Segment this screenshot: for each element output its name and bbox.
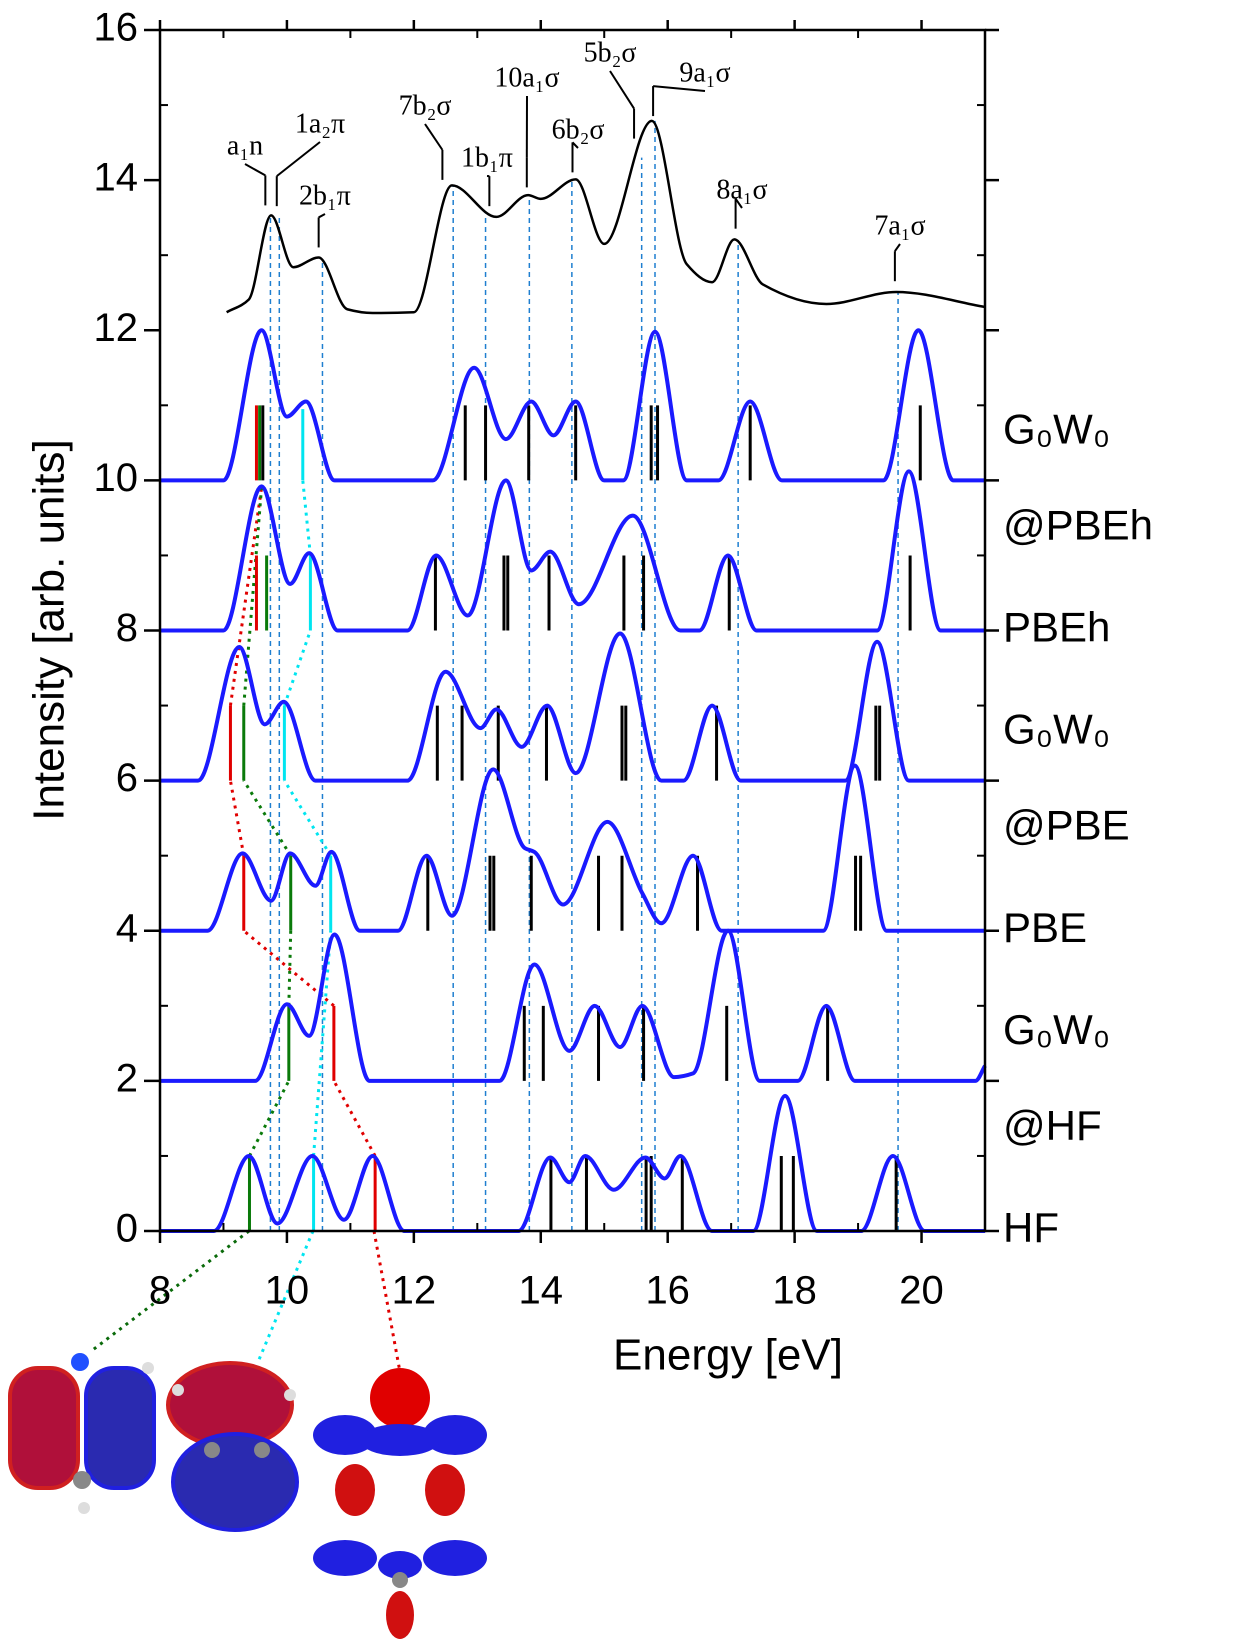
series-label: PBE	[1003, 904, 1087, 951]
series-label: G₀W₀	[1003, 405, 1110, 452]
x-tick-label: 10	[265, 1269, 310, 1313]
series-label: @PBEh	[1003, 501, 1153, 548]
x-tick-label: 14	[519, 1269, 564, 1313]
x-tick-label: 12	[392, 1269, 437, 1313]
annotation-label: 1a₂π	[295, 108, 345, 139]
series-label: G₀W₀	[1003, 706, 1110, 753]
annotation-label: 7b₂σ	[399, 90, 452, 121]
annotation-leader	[276, 141, 321, 177]
y-tick-label: 14	[94, 156, 139, 200]
y-tick-label: 10	[94, 456, 139, 500]
series-label: G₀W₀	[1003, 1006, 1110, 1053]
orbital-image	[166, 1361, 299, 1532]
series-label: @PBE	[1003, 802, 1130, 849]
connector-line	[282, 480, 333, 1157]
series-label: PBEh	[1003, 604, 1110, 651]
orbital-image	[8, 1353, 156, 1514]
x-axis-title: Energy [eV]	[613, 1331, 843, 1380]
annotation-leader	[653, 85, 706, 92]
annotation-leader	[894, 243, 901, 252]
y-tick-label: 2	[116, 1056, 138, 1100]
annotation-leader	[571, 141, 579, 149]
spectrum-line	[159, 763, 985, 933]
series-label: @HF	[1003, 1102, 1102, 1149]
molecule-images	[8, 1229, 487, 1639]
y-axis-title: Intensity [arb. units]	[25, 439, 74, 821]
spectrum-line	[160, 928, 987, 1083]
annotation-label: 1b₁π	[461, 142, 513, 173]
annotation-label: 6b₂σ	[552, 114, 605, 145]
y-tick-label: 16	[94, 6, 139, 50]
experiment-line	[226, 119, 986, 315]
series-label: HF	[1003, 1204, 1059, 1251]
spectrum-line	[160, 328, 985, 483]
annotation-label: 10a₁σ	[494, 62, 559, 93]
x-tick-label: 20	[899, 1269, 944, 1313]
y-tick-label: 12	[94, 306, 139, 350]
annotation-label: 9a₁σ	[679, 57, 730, 88]
x-tick-label: 8	[149, 1269, 171, 1313]
annotation-label: 2b₁π	[299, 180, 351, 211]
orbital-link	[89, 1229, 250, 1354]
orbital-image	[313, 1368, 487, 1639]
annotation-leader	[424, 123, 444, 151]
x-tick-label: 16	[645, 1269, 690, 1313]
y-tick-label: 0	[116, 1207, 138, 1251]
annotation-label: 5b₂σ	[584, 37, 637, 68]
y-tick-label: 6	[116, 756, 138, 800]
spectrum-line	[160, 469, 985, 633]
annotation-label: 8a₁σ	[716, 174, 767, 205]
annotation-label: 7a₁σ	[874, 210, 925, 241]
spectrum-line	[160, 631, 985, 783]
annotation-leader	[244, 163, 266, 177]
annotation-leader	[318, 213, 326, 219]
annotation-leader	[609, 70, 635, 110]
annotation-leader	[734, 198, 743, 209]
annotation-label: a₁n	[227, 130, 263, 161]
y-tick-label: 4	[116, 906, 138, 950]
connector-line	[242, 487, 293, 1157]
x-tick-label: 18	[772, 1269, 817, 1313]
y-tick-label: 8	[116, 606, 138, 650]
connector-line	[228, 487, 377, 1157]
